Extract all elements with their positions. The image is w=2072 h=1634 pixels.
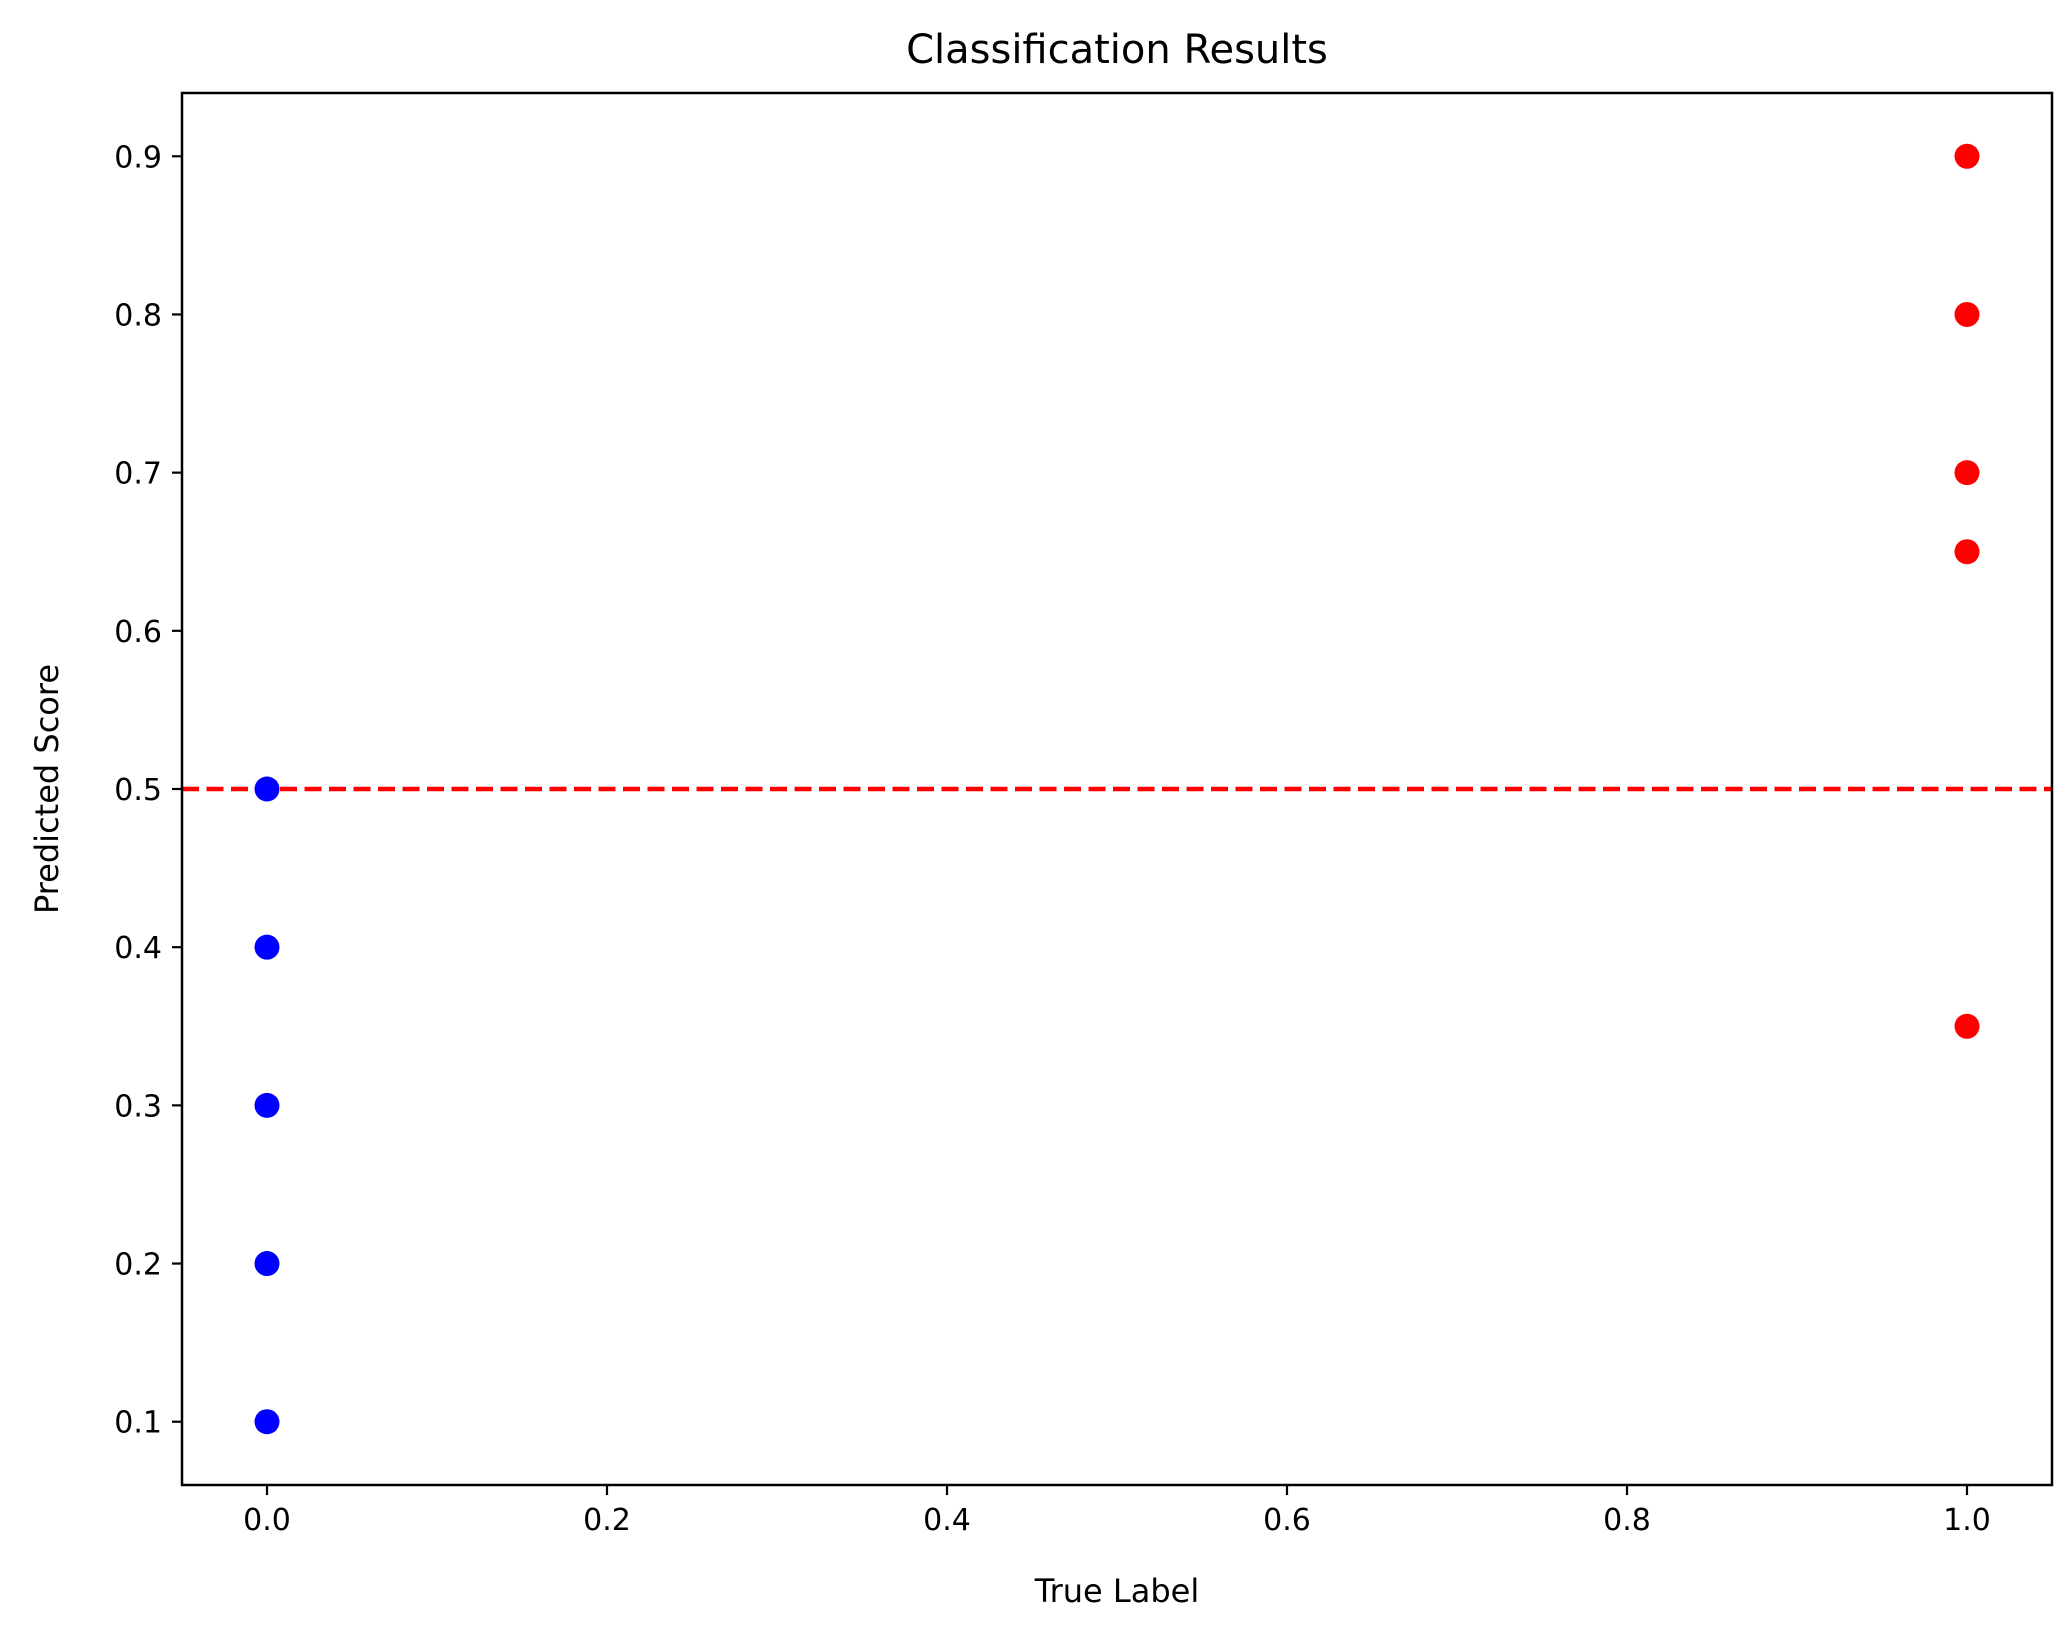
data-point [254,934,280,960]
points-layer [254,143,1980,1435]
data-point [1954,460,1980,486]
x-tick-label: 1.0 [1943,1503,1991,1538]
y-tick-label: 0.5 [114,773,162,808]
data-point [1954,301,1980,327]
x-tick-label: 0.8 [1603,1503,1651,1538]
y-tick-label: 0.1 [114,1406,162,1441]
series-1 [254,776,280,1435]
y-tick-label: 0.3 [114,1089,162,1124]
y-tick-label: 0.9 [114,140,162,175]
x-tick-label: 0.2 [583,1503,631,1538]
x-tick-label: 0.0 [243,1503,291,1538]
data-point [254,1409,280,1435]
y-tick-label: 0.4 [114,931,162,966]
data-point [1954,1013,1980,1039]
y-tick-label: 0.2 [114,1248,162,1283]
data-point [1954,539,1980,565]
chart-title: Classification Results [906,27,1328,73]
y-tick-label: 0.8 [114,298,162,333]
x-axis-label: True Label [1034,1572,1199,1610]
data-point [254,1251,280,1277]
x-tick-label: 0.4 [923,1503,971,1538]
data-point [254,776,280,802]
plot-area [180,91,2054,1487]
series-2 [1954,143,1980,1039]
x-axis: 0.0 0.2 0.4 0.6 0.8 1.0 [243,1485,1991,1538]
data-point [254,1092,280,1118]
x-tick-label: 0.6 [1263,1503,1311,1538]
y-tick-label: 0.7 [114,457,162,492]
y-axis: 0.1 0.2 0.3 0.4 0.5 0.6 0.7 0.8 0.9 [114,140,182,1441]
y-tick-label: 0.6 [114,615,162,650]
y-axis-label: Predicted Score [28,664,66,914]
data-point [1954,143,1980,169]
